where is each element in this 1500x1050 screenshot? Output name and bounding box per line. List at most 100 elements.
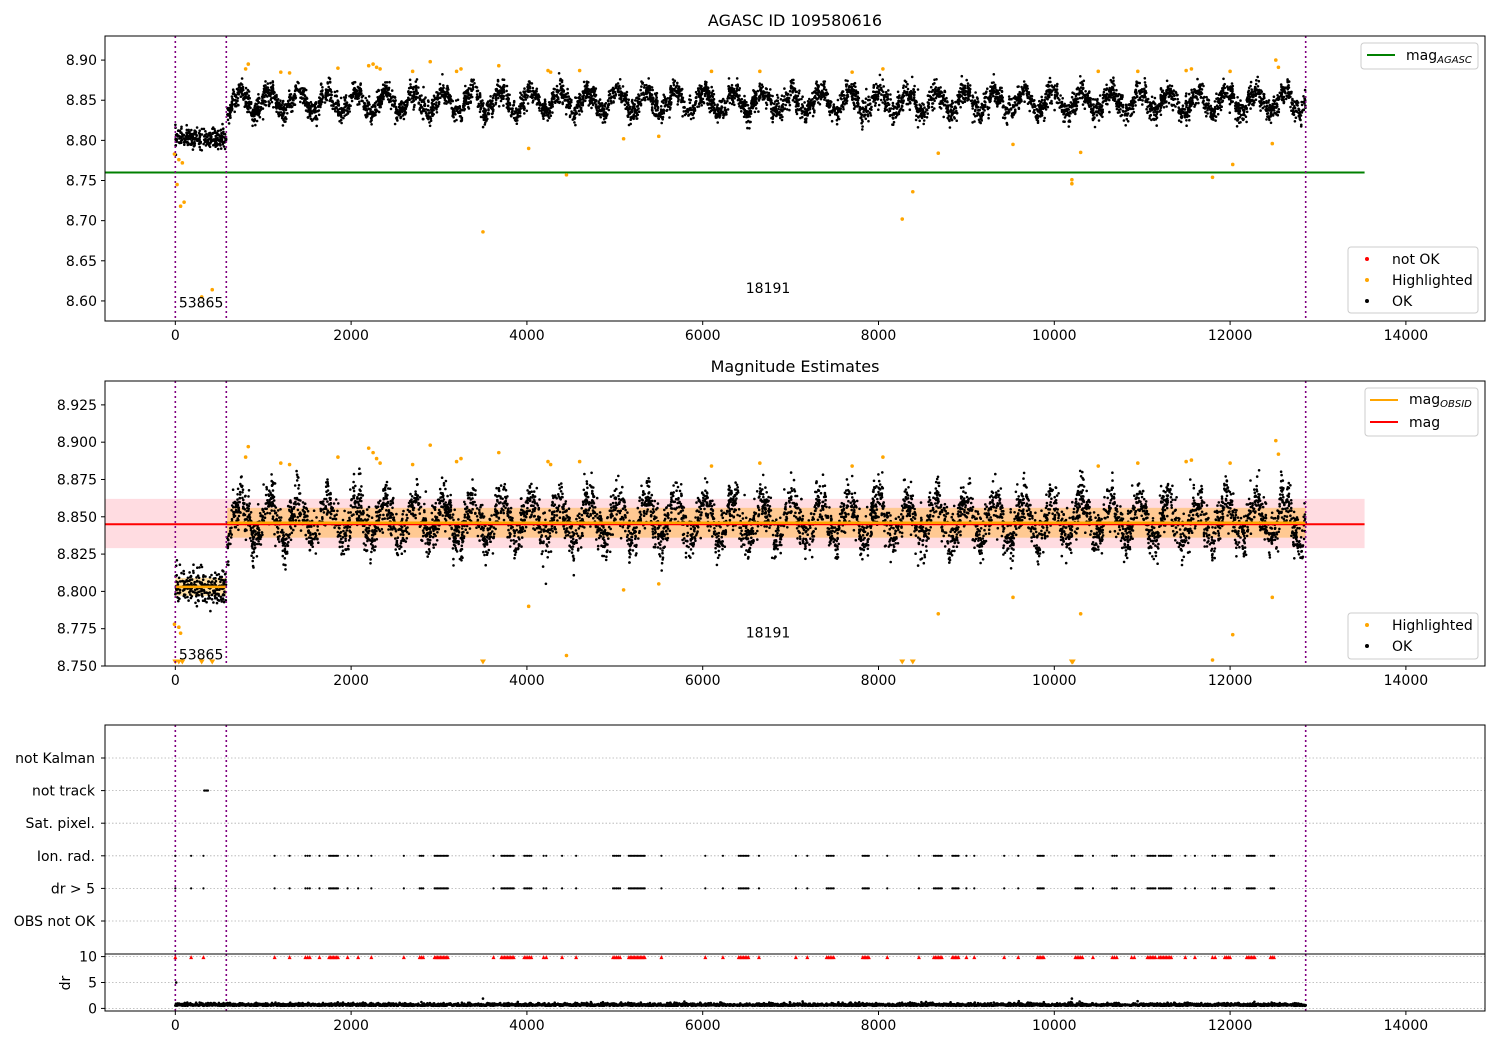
- agasc-ok-point: [518, 114, 522, 118]
- agasc-ok-point: [361, 94, 365, 98]
- agasc-ok-point: [845, 88, 848, 91]
- agasc-ok-point: [496, 83, 499, 86]
- agasc-ok-point: [910, 75, 914, 79]
- agasc-ok-point: [1249, 84, 1252, 88]
- agasc-ok-point: [1025, 89, 1028, 92]
- agasc-ok-point: [438, 82, 442, 86]
- agasc-ok-point: [467, 97, 471, 100]
- agasc-ok-point: [955, 111, 959, 115]
- agasc-ok-point: [952, 109, 955, 112]
- agasc-ok-point: [1038, 99, 1041, 103]
- agasc-ok-point: [1273, 100, 1276, 103]
- agasc-ok-point: [722, 116, 725, 120]
- agasc-ok-point: [780, 118, 784, 122]
- agasc-ok-point: [453, 109, 456, 113]
- agasc-ok-point: [665, 108, 669, 112]
- agasc-ok-point: [844, 101, 848, 105]
- agasc-ok-point: [840, 97, 843, 101]
- agasc-ok-point: [1128, 107, 1132, 110]
- agasc-ok-point: [1262, 93, 1266, 96]
- agasc-ok-point: [478, 92, 482, 95]
- agasc-ok-point: [1033, 108, 1036, 112]
- agasc-ok-point: [660, 121, 663, 125]
- agasc-ok-point: [710, 85, 713, 89]
- agasc-ok-point: [523, 87, 526, 90]
- agasc-ok-point: [771, 117, 775, 120]
- agasc-ok-point: [555, 84, 559, 88]
- agasc-ok-point: [1198, 91, 1201, 95]
- agasc-ok-point: [669, 84, 673, 88]
- agasc-ok-point: [464, 94, 467, 98]
- agasc-ok-point: [801, 105, 805, 109]
- agasc-ok-point: [918, 119, 921, 123]
- agasc-ok-point: [788, 89, 792, 93]
- agasc-ok-point: [1112, 76, 1115, 79]
- agasc-ok-point: [317, 113, 321, 117]
- agasc-ok-point: [1300, 100, 1303, 104]
- agasc-ok-point: [216, 147, 220, 151]
- agasc-ok-point: [551, 105, 554, 108]
- agasc-ok-point: [279, 99, 282, 102]
- agasc-ok-point: [861, 128, 864, 131]
- agasc-ok-point: [929, 85, 933, 89]
- agasc-ok-point: [378, 95, 382, 98]
- agasc-ok-point: [344, 109, 348, 112]
- agasc-ok-point: [222, 145, 226, 148]
- agasc-ok-point: [1218, 91, 1222, 95]
- agasc-ok-point: [588, 102, 592, 105]
- agasc-ok-point: [769, 88, 772, 91]
- agasc-ok-point: [990, 93, 993, 96]
- agasc-ok-point: [1017, 106, 1021, 110]
- agasc-ok-point: [892, 120, 896, 124]
- agasc-ok-point: [1105, 83, 1108, 87]
- agasc-ok-point: [972, 113, 976, 116]
- agasc-ok-point: [1171, 108, 1175, 112]
- agasc-ok-point: [568, 114, 572, 117]
- agasc-ok-point: [467, 93, 470, 96]
- agasc-ok-point: [776, 96, 780, 99]
- agasc-ok-point: [872, 86, 875, 89]
- agasc-ok-point: [743, 94, 746, 98]
- agasc-ok-point: [1101, 93, 1105, 97]
- agasc-ok-point: [272, 106, 275, 109]
- agasc-ok-point: [530, 94, 534, 98]
- agasc-ok-point: [1062, 112, 1066, 115]
- agasc-ok-point: [803, 101, 806, 104]
- agasc-ok-point: [591, 103, 595, 107]
- agasc-ok-point: [1113, 97, 1117, 101]
- agasc-ok-point: [1179, 120, 1183, 124]
- agasc-ok-point: [922, 122, 925, 126]
- agasc-ok-point: [1016, 85, 1019, 89]
- agasc-ok-point: [526, 89, 529, 92]
- agasc-ok-point: [250, 114, 253, 117]
- agasc-ok-point: [769, 94, 772, 97]
- agasc-ok-point: [412, 108, 415, 111]
- agasc-ok-point: [470, 89, 474, 93]
- agasc-ok-point: [579, 106, 582, 109]
- agasc-ok-point: [733, 103, 736, 107]
- agasc-ok-point: [835, 118, 839, 122]
- agasc-ok-point: [1259, 109, 1262, 112]
- agasc-ok-point: [578, 92, 581, 96]
- agasc-ok-point: [1222, 77, 1225, 81]
- agasc-ok-point: [200, 149, 204, 152]
- agasc-ok-point: [643, 98, 647, 101]
- agasc-ok-point: [864, 97, 868, 100]
- agasc-ok-point: [308, 111, 312, 114]
- agasc-ok-point: [948, 110, 951, 113]
- agasc-ok-point: [1235, 104, 1239, 107]
- agasc-ok-point: [873, 90, 877, 94]
- agasc-ok-point: [570, 110, 573, 113]
- agasc-ok-point: [284, 120, 287, 123]
- agasc-ok-point: [1148, 114, 1152, 118]
- agasc-ok-point: [1280, 85, 1283, 89]
- agasc-ok-point: [885, 95, 889, 99]
- agasc-ok-point: [1152, 117, 1155, 121]
- agasc-ok-point: [775, 93, 779, 97]
- agasc-ok-point: [577, 109, 581, 113]
- agasc-ok-point: [948, 126, 952, 129]
- agasc-ok-point: [1112, 79, 1115, 82]
- agasc-ok-point: [1093, 125, 1097, 129]
- agasc-ok-point: [1244, 106, 1247, 110]
